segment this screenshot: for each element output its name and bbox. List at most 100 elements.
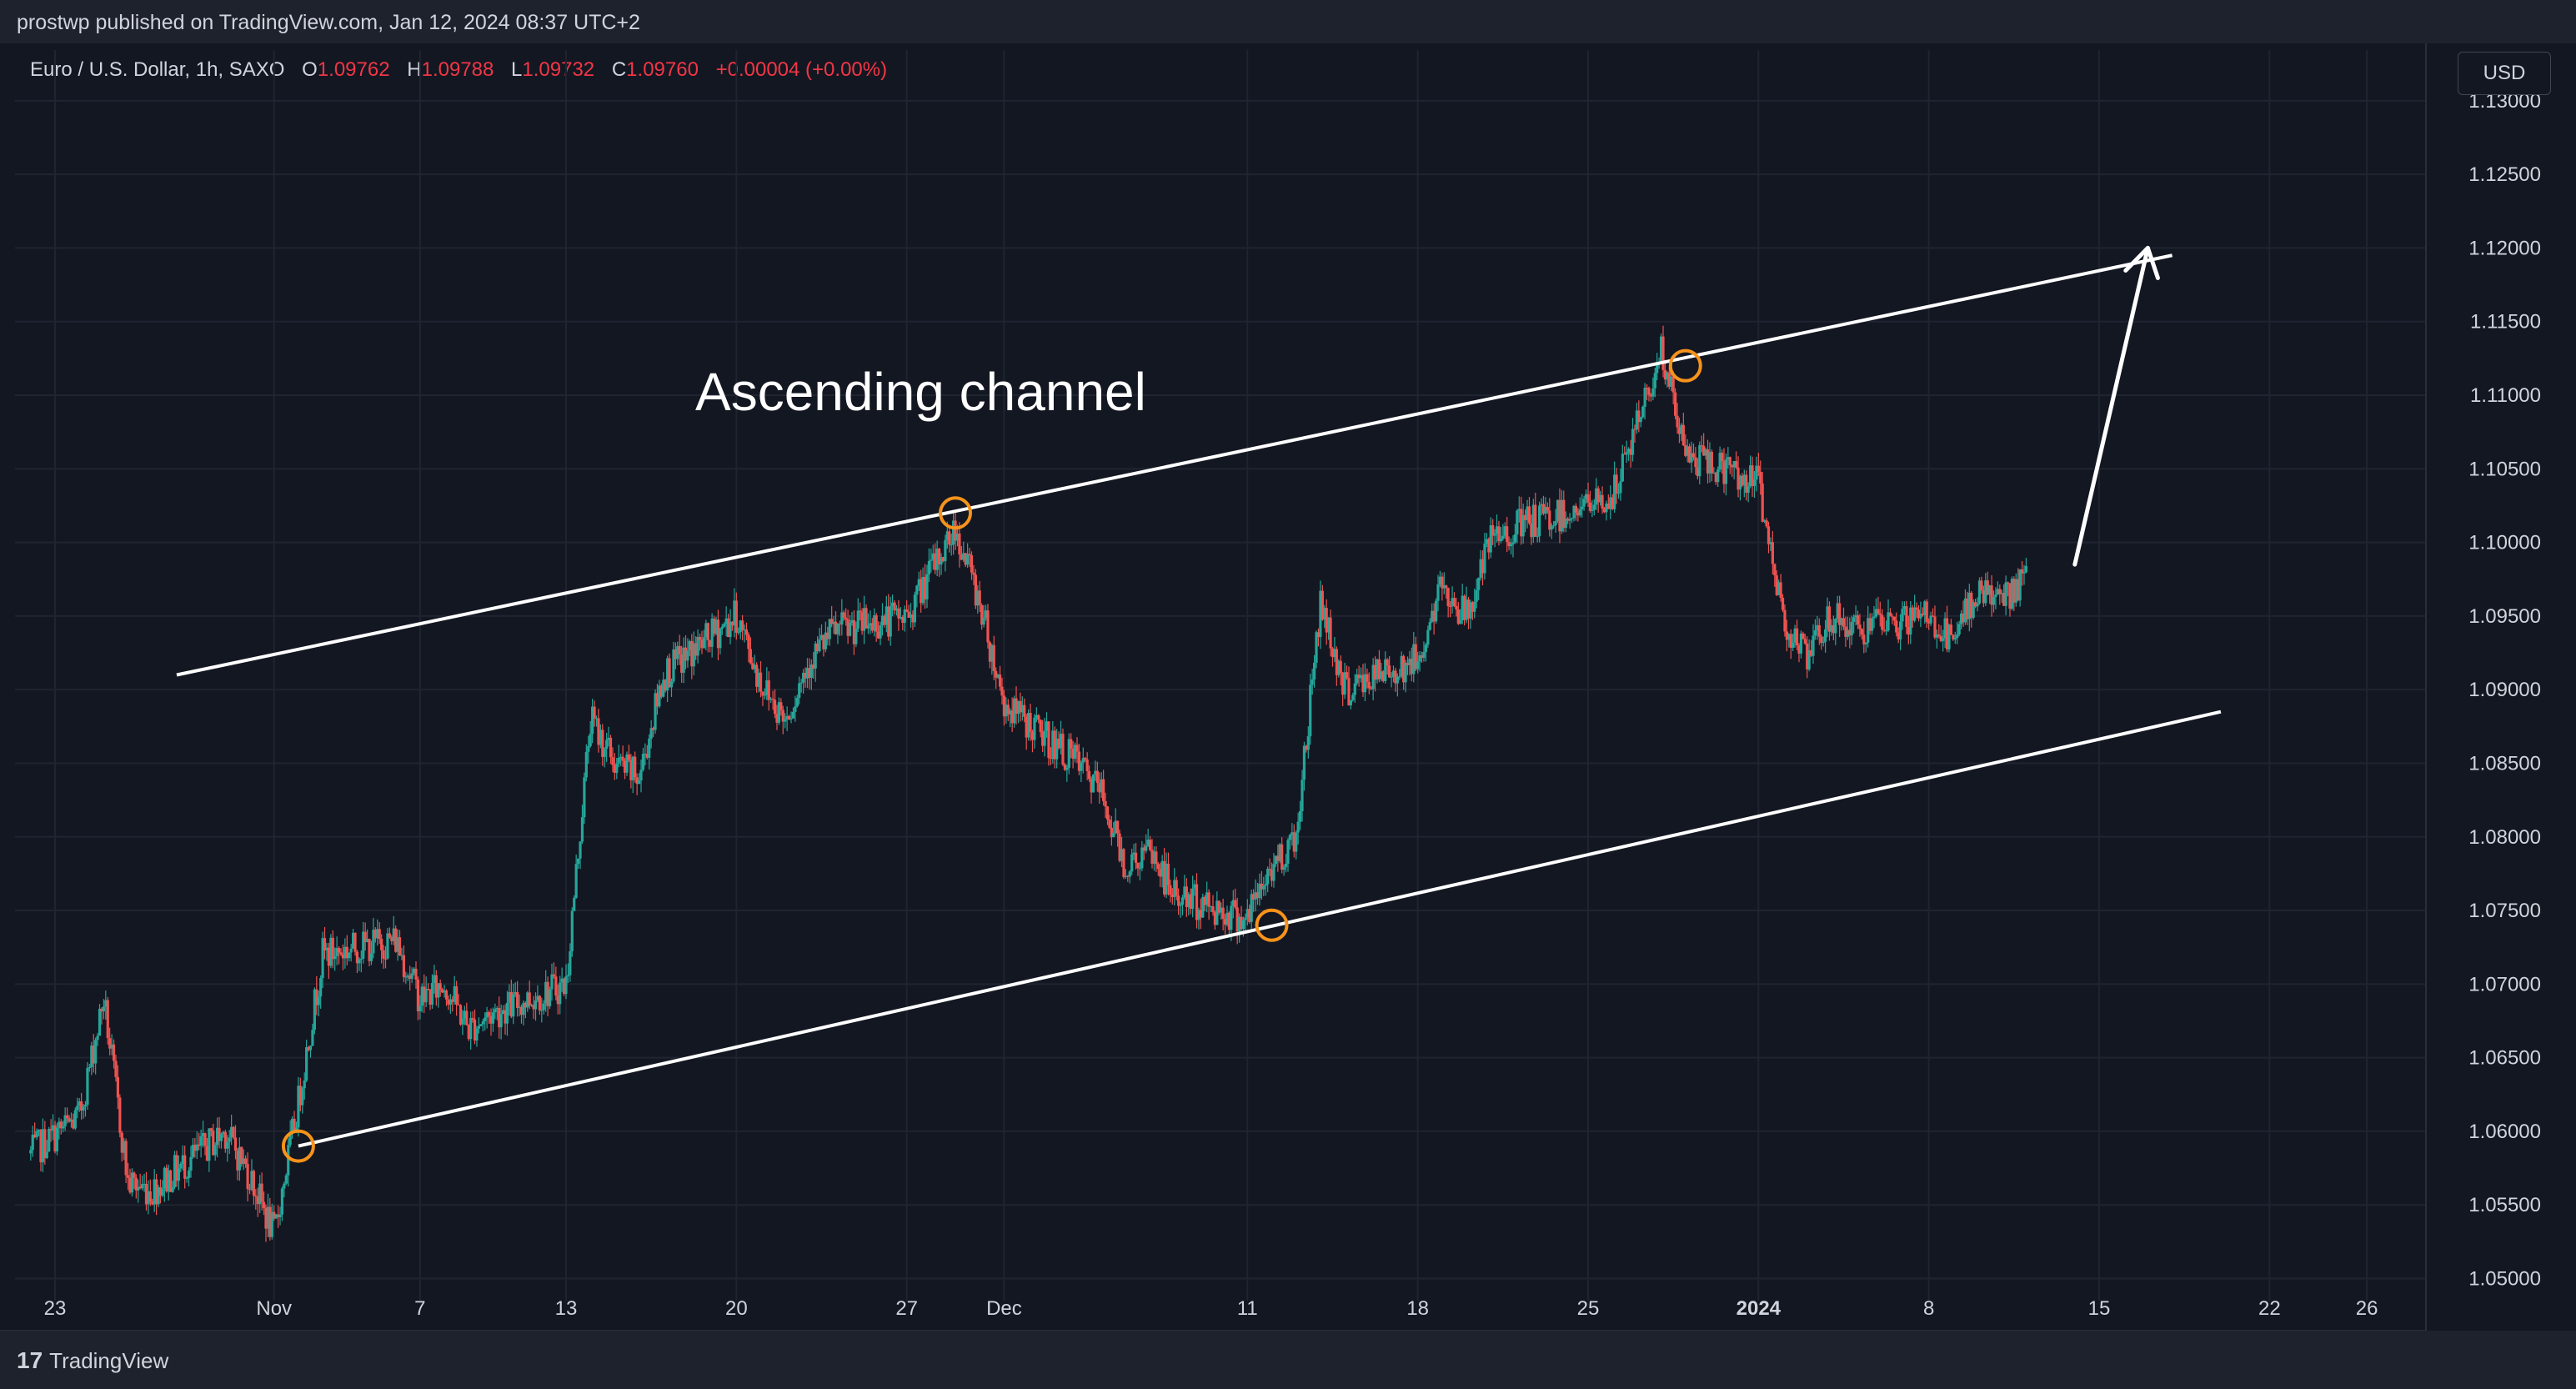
symbol-name[interactable]: Euro / U.S. Dollar, 1h, SAXO [30,58,285,81]
candle-body [1637,410,1641,423]
candle-body [219,1134,223,1141]
candle-body [447,999,450,1005]
candle-body [591,706,594,735]
candle-body [1027,713,1030,738]
candle-body [1381,671,1385,681]
candle-body [469,1018,473,1040]
candle-body [966,554,970,565]
candle-body [1956,634,1959,639]
candle-body [1260,883,1263,890]
candle-body [1262,885,1265,890]
candle-body [1992,597,1996,605]
candle-body [72,1119,75,1129]
candle-body [1045,721,1049,731]
grid-lines [0,43,2427,1331]
candle-body [441,989,444,993]
candle-body [426,989,430,990]
currency-button[interactable]: USD [2458,52,2551,95]
candle-body [995,671,998,678]
candle-body [78,1101,81,1106]
candle-body [589,734,592,746]
candle-body [351,932,355,949]
candle-body [1854,615,1857,618]
candle-body [1832,624,1835,634]
candle-body [1366,674,1369,682]
candle-body [1967,592,1971,619]
candle-body [763,694,766,696]
candle-body [887,606,890,637]
candle-body [205,1146,209,1161]
candle-body [682,647,685,673]
candle-body [1345,672,1349,679]
candle-body [1201,896,1205,918]
candle-body [213,1145,217,1156]
candle-body [1333,649,1336,658]
candle-body [273,1211,276,1219]
candle-body [1783,609,1787,632]
candle-body [479,1024,483,1026]
candle-body [877,631,880,639]
candle-body [1605,504,1608,513]
candle-body [1282,866,1285,870]
candle-body [526,992,529,1008]
candle-body [880,615,885,626]
candle-body [1507,541,1511,547]
candle-body [552,974,556,977]
candle-body [696,637,699,656]
candle-body [1943,618,1947,639]
candle-body [2004,582,2007,606]
candle-body [1566,519,1570,521]
candle-body [751,663,754,669]
candle-body [1266,868,1270,885]
candle-body [418,1005,422,1011]
price-chart[interactable]: 1.130001.125001.120001.115001.110001.105… [0,0,2576,1331]
candle-body [873,615,876,631]
candle-body [1874,609,1878,617]
candle-body [491,1012,495,1024]
candle-body [522,1002,525,1015]
tradingview-logo[interactable]: 17 TradingView [17,1347,168,1374]
candle-body [378,929,381,940]
candle-body [1037,715,1040,720]
candle-body [1639,417,1642,423]
candle-body [1895,620,1898,633]
y-tick-label: 1.07500 [2468,900,2541,922]
candle-body [1629,449,1632,455]
candle-body [35,1131,38,1138]
candle-body [276,1214,280,1217]
candle-body [434,975,438,998]
candle-body [1473,601,1476,612]
candle-body [1747,486,1750,493]
candle-body [1489,525,1492,553]
candle-body [1033,717,1036,740]
candle-body [2022,572,2026,574]
candle-body [1065,767,1069,770]
candle-body [1039,720,1042,733]
candle-body [1625,452,1628,455]
x-tick-label: 22 [2258,1297,2281,1320]
candle-body [941,557,945,562]
candle-body [534,1000,538,1010]
candle-body [866,625,870,629]
candle-body [1136,862,1140,869]
candle-body [1205,892,1209,905]
candle-body [1162,860,1166,895]
candle-body [1159,869,1162,877]
candle-body [1517,509,1521,511]
candle-body [1455,605,1458,609]
candle-body [1367,681,1371,689]
candle-body [319,978,323,997]
candle-body [449,999,452,1005]
candle-body [1481,559,1485,574]
candle-body [161,1188,164,1196]
candle-body [1331,648,1335,658]
candle-body [353,932,357,952]
x-axis[interactable]: 23 Nov 7 13 20 27 Dec 11 18 25 2024 8 15 22 26 [44,1297,2378,1320]
y-axis[interactable]: 1.130001.125001.120001.115001.110001.105… [2468,90,2541,1291]
candle-body [787,715,791,720]
candle-body [58,1121,61,1128]
candle-body [298,1086,302,1106]
candle-body [1451,598,1454,607]
candle-body [1691,453,1696,458]
x-tick-label: 13 [555,1297,578,1320]
